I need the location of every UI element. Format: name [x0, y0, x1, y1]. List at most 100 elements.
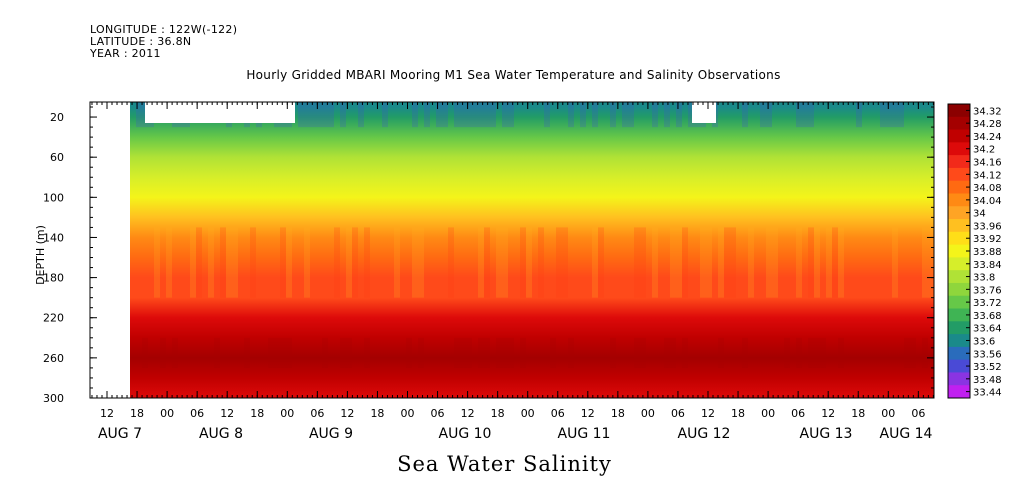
- colorbar-swatch: [948, 129, 970, 143]
- salinity-variation: [820, 337, 826, 368]
- salinity-variation: [838, 227, 844, 298]
- salinity-variation: [436, 102, 442, 128]
- salinity-variation: [478, 227, 484, 298]
- x-hour-label: 00: [761, 407, 775, 420]
- salinity-variation: [676, 227, 682, 298]
- salinity-variation: [208, 227, 214, 298]
- plot-frame: [89, 101, 935, 399]
- chart-title: Hourly Gridded MBARI Mooring M1 Sea Wate…: [246, 68, 781, 82]
- salinity-variation: [898, 102, 904, 128]
- salinity-variation: [322, 337, 328, 368]
- x-hour-label: 12: [100, 407, 114, 420]
- colorbar-label: 33.72: [973, 298, 1002, 309]
- x-hour-label: 12: [220, 407, 234, 420]
- salinity-variation: [640, 337, 646, 368]
- salinity-variation: [724, 227, 730, 298]
- colorbar-swatch: [948, 206, 970, 220]
- salinity-variation: [592, 227, 598, 298]
- salinity-variation: [358, 102, 364, 128]
- salinity-variation: [412, 102, 418, 128]
- salinity-variation: [886, 102, 892, 128]
- salinity-variation: [286, 227, 292, 298]
- salinity-variation: [352, 227, 358, 298]
- salinity-variation: [832, 227, 838, 298]
- x-day-label: AUG 10: [439, 426, 492, 442]
- salinity-field: [91, 102, 934, 398]
- y-axis: 20 60 100 140 180 220 260 300: [43, 106, 934, 405]
- salinity-variation: [670, 337, 676, 368]
- salinity-variation: [340, 337, 346, 368]
- y-tick-label: 140: [43, 231, 64, 244]
- x-hour-label: 06: [671, 407, 685, 420]
- salinity-variation: [304, 227, 310, 298]
- salinity-variation: [466, 337, 472, 368]
- salinity-variation: [340, 102, 346, 128]
- salinity-variation: [520, 337, 526, 368]
- colorbar-label: 34: [973, 209, 986, 220]
- salinity-variation: [502, 227, 508, 298]
- salinity-variation: [502, 102, 508, 128]
- salinity-variation: [814, 227, 820, 298]
- salinity-variation: [394, 227, 400, 298]
- colorbar-label: 34.2: [973, 145, 995, 156]
- y-tick-label: 300: [43, 392, 64, 405]
- salinity-variation: [634, 227, 640, 298]
- x-day-label: AUG 11: [558, 426, 611, 442]
- salinity-variation: [280, 227, 286, 298]
- salinity-variation: [640, 227, 646, 298]
- salinity-variation: [892, 227, 898, 298]
- colorbar-label: 34.08: [973, 183, 1002, 194]
- missing-data-region: [91, 102, 130, 398]
- salinity-variation: [826, 227, 832, 298]
- salinity-variation: [652, 227, 658, 298]
- colorbar-label: 33.64: [973, 324, 1002, 335]
- x-hour-label: 12: [340, 407, 354, 420]
- missing-data-region: [692, 102, 716, 123]
- salinity-variation: [610, 102, 616, 128]
- salinity-variation: [418, 337, 424, 368]
- salinity-variation: [274, 337, 280, 368]
- salinity-variation: [598, 227, 604, 298]
- x-hour-label: 00: [641, 407, 655, 420]
- colorbar-swatch: [948, 193, 970, 207]
- salinity-variation: [664, 337, 670, 368]
- x-hour-label: 12: [461, 407, 475, 420]
- x-day-label: AUG 14: [880, 426, 933, 442]
- salinity-variation: [682, 337, 688, 368]
- salinity-variation: [484, 227, 490, 298]
- salinity-variation: [310, 102, 316, 128]
- salinity-variation: [718, 227, 724, 298]
- salinity-variation: [472, 102, 478, 128]
- x-day-label: AUG 9: [309, 426, 353, 442]
- colorbar-swatch: [948, 104, 970, 118]
- salinity-variation: [610, 337, 616, 368]
- salinity-variation: [544, 102, 550, 128]
- salinity-variation: [766, 227, 772, 298]
- colorbar-label: 34.28: [973, 119, 1002, 130]
- salinity-variation: [742, 337, 748, 368]
- salinity-variation: [460, 102, 466, 128]
- salinity-variation: [244, 337, 250, 368]
- salinity-variation: [214, 337, 220, 368]
- salinity-variation: [136, 102, 142, 128]
- x-hour-label: 18: [250, 407, 264, 420]
- salinity-variation: [406, 337, 412, 368]
- salinity-variation: [226, 227, 232, 298]
- x-hour-label: 18: [491, 407, 505, 420]
- salinity-variation: [796, 337, 802, 368]
- salinity-variation: [856, 102, 862, 128]
- y-axis-label: DEPTH (m): [34, 225, 47, 285]
- salinity-variation: [508, 337, 514, 368]
- salinity-variation: [838, 337, 844, 368]
- colorbar-swatch: [948, 346, 970, 361]
- x-hour-label: 06: [190, 407, 204, 420]
- salinity-variation: [688, 102, 694, 128]
- salinity-variation: [676, 102, 682, 128]
- colorbar-swatch: [948, 282, 970, 297]
- colorbar-swatch: [948, 167, 970, 182]
- salinity-variation: [154, 227, 160, 298]
- salinity-variation: [922, 337, 928, 368]
- salinity-variation: [562, 227, 568, 298]
- colorbar-swatch: [948, 334, 970, 348]
